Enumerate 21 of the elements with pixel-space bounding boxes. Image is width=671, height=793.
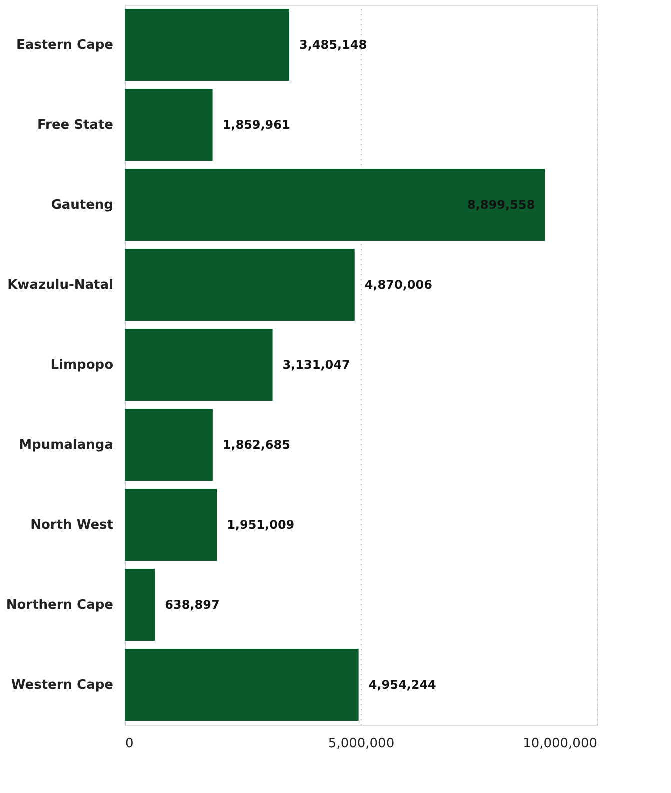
data-label: 1,859,961 xyxy=(222,118,290,132)
data-label: 1,951,009 xyxy=(227,518,295,532)
data-label: 3,485,148 xyxy=(300,38,368,52)
x-tick-label: 10,000,000 xyxy=(523,736,598,752)
y-tick-label: Eastern Cape xyxy=(16,38,114,53)
y-tick-label: Limpopo xyxy=(50,358,114,373)
x-tick-label: 5,000,000 xyxy=(328,736,395,752)
data-label: 4,870,006 xyxy=(364,278,432,292)
data-label: 1,862,685 xyxy=(222,438,290,452)
y-tick-label: North West xyxy=(30,518,114,533)
y-tick-label: Free State xyxy=(37,118,114,133)
data-label: 4,954,244 xyxy=(368,678,436,692)
data-label: 638,897 xyxy=(165,598,220,612)
data-label: 8,899,558 xyxy=(467,198,536,212)
y-tick-label: Northern Cape xyxy=(6,598,114,613)
y-tick-label: Kwazulu-Natal xyxy=(8,278,114,293)
data-label: 3,131,047 xyxy=(282,358,350,372)
x-tick-label: 0 xyxy=(126,736,134,752)
y-tick-label: Western Cape xyxy=(11,678,114,693)
y-tick-label: Gauteng xyxy=(51,198,114,213)
y-tick-label: Mpumalanga xyxy=(19,438,114,453)
